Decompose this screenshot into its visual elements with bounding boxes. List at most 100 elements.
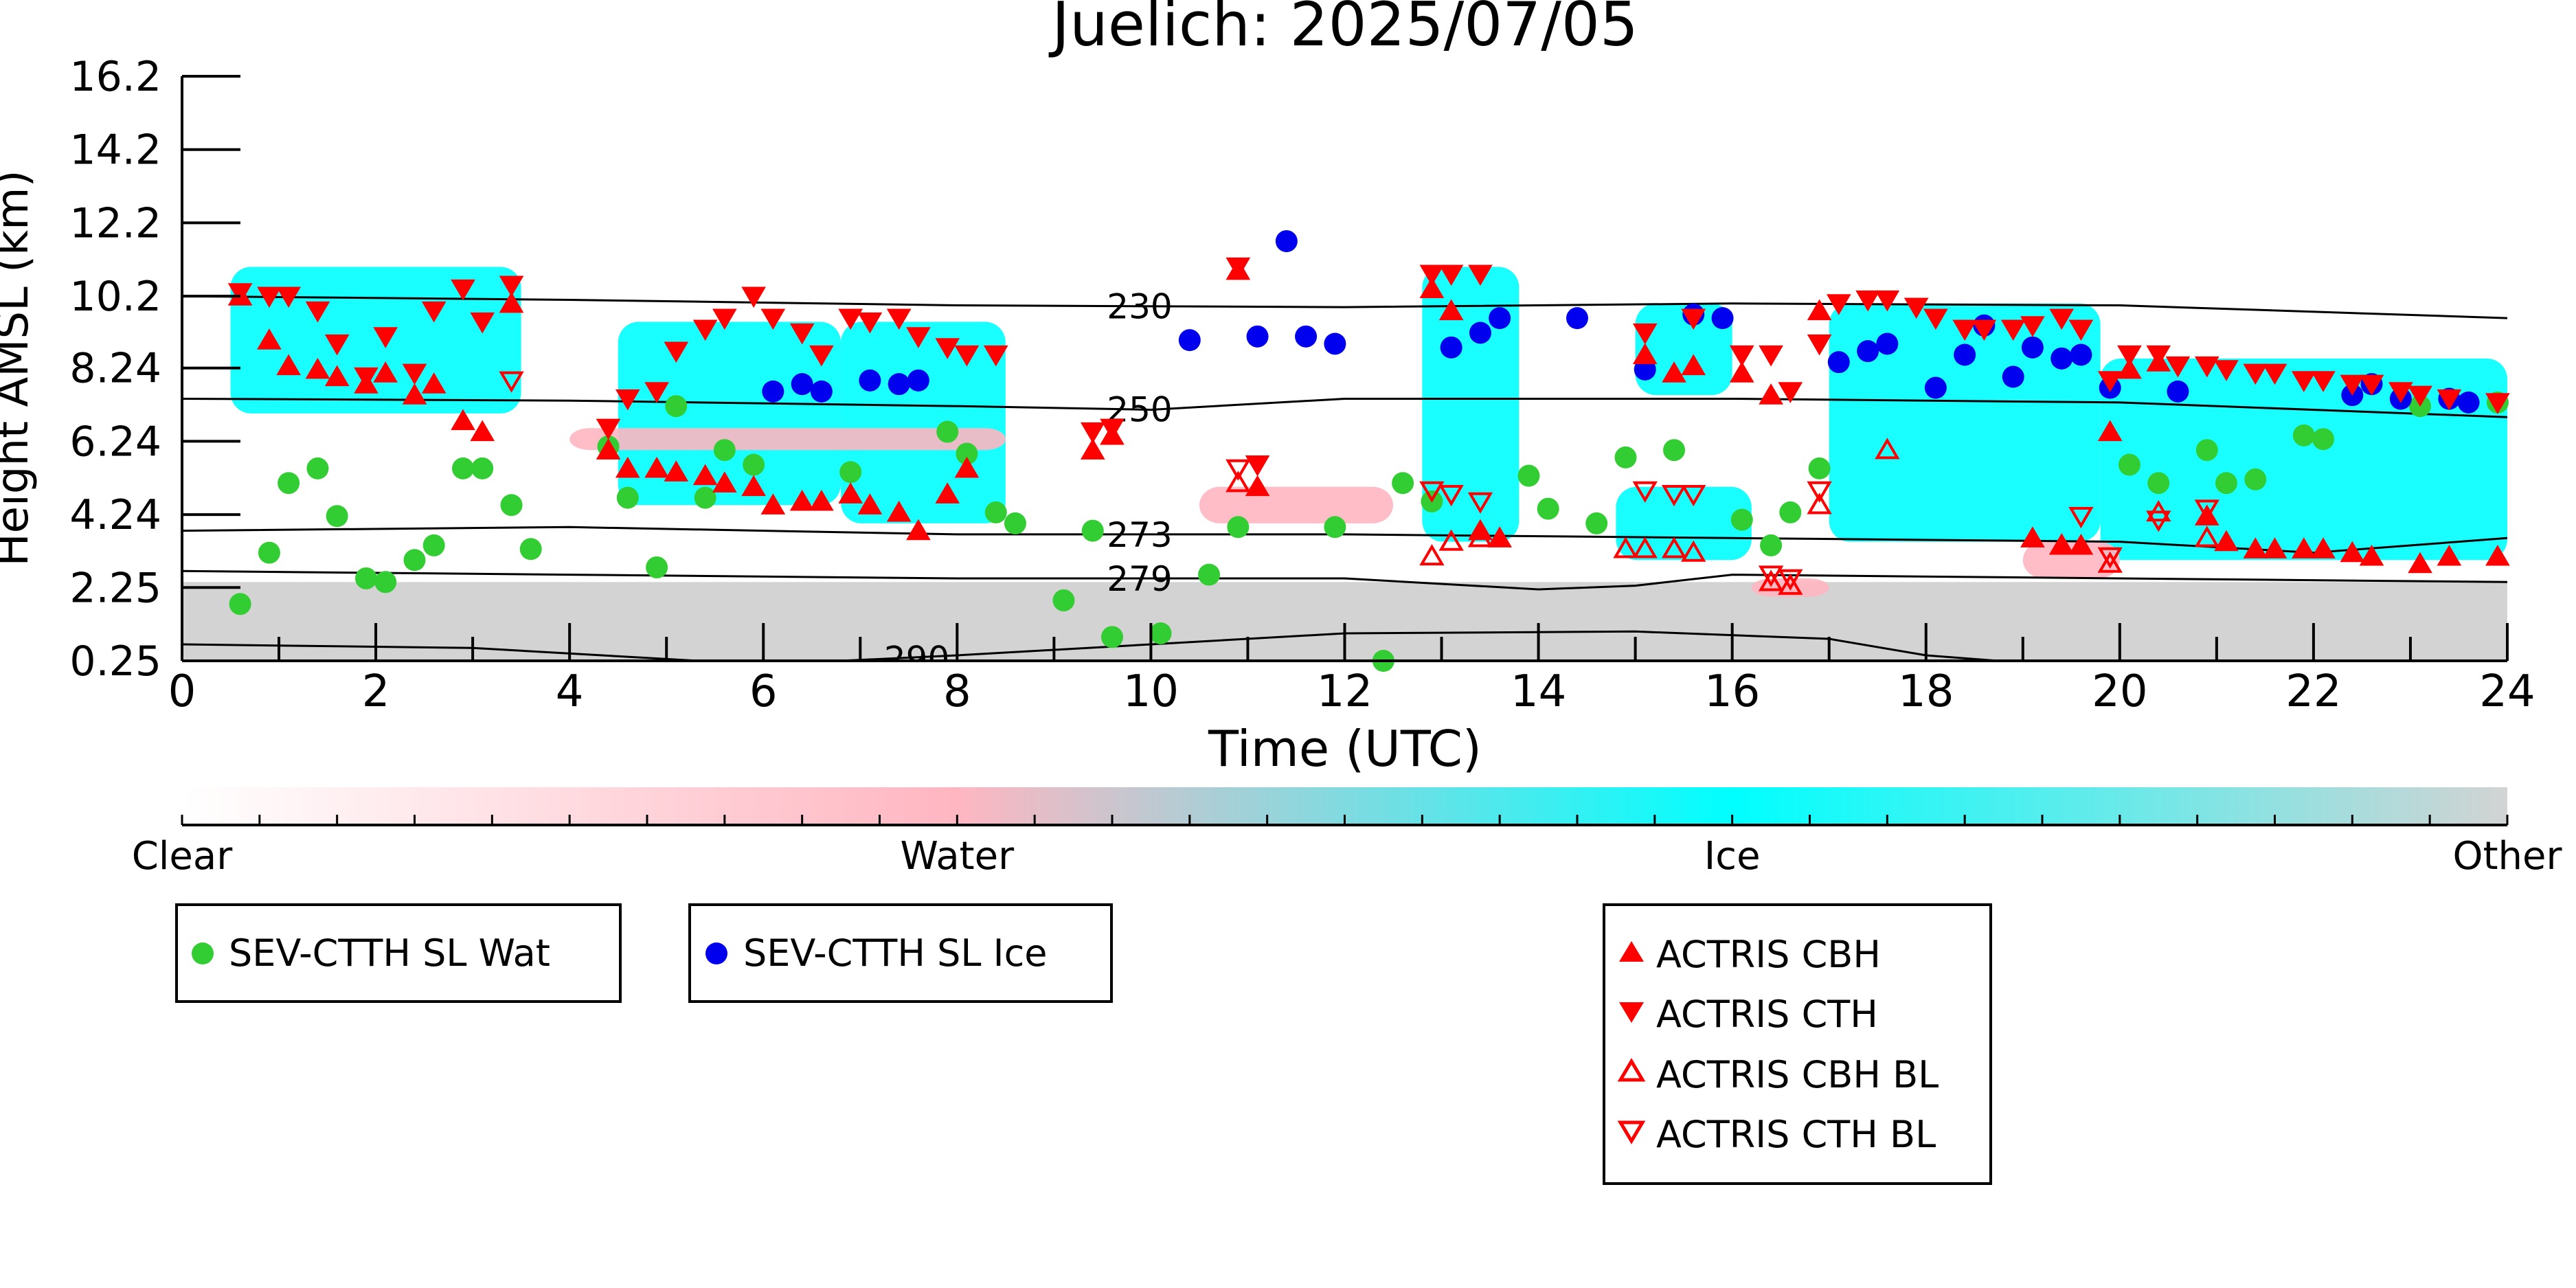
marker-actris-cbh xyxy=(692,464,718,486)
marker-sev-ctth-sl-wat xyxy=(258,541,280,564)
marker-actris-cth xyxy=(983,345,1008,367)
marker-actris-cth-bl xyxy=(1225,459,1251,481)
marker-actris-cbh xyxy=(451,409,475,431)
marker-sev-ctth-sl-ice xyxy=(1178,329,1201,352)
marker-sev-ctth-sl-wat xyxy=(1808,457,1831,479)
marker-actris-cth-bl xyxy=(1632,481,1658,503)
x-tick-label: 12 xyxy=(1317,666,1372,717)
marker-sev-ctth-sl-wat xyxy=(326,505,348,528)
marker-actris-cth xyxy=(1438,264,1464,286)
marker-actris-cbh xyxy=(857,493,883,515)
marker-actris-cbh xyxy=(2485,544,2510,566)
marker-actris-cbh xyxy=(1807,299,1832,321)
marker-actris-cbh xyxy=(257,328,282,350)
marker-actris-cth xyxy=(2097,371,2123,392)
marker-sev-ctth-sl-wat xyxy=(984,501,1007,523)
marker-sev-ctth-sl-wat xyxy=(2312,428,2335,451)
isotherm-line-279 xyxy=(182,569,2507,591)
marker-sev-ctth-sl-ice xyxy=(1857,340,1879,363)
marker-actris-cbh xyxy=(2311,537,2336,558)
marker-actris-cbh-bl xyxy=(1613,536,1638,558)
isotherm-line-290 xyxy=(182,630,2013,661)
marker-actris-cth xyxy=(227,283,253,304)
marker-sev-ctth-sl-wat xyxy=(956,442,978,465)
marker-sev-ctth-sl-ice xyxy=(1876,332,1899,355)
marker-actris-cbh-bl xyxy=(2194,526,2219,547)
marker-actris-cbh xyxy=(1419,277,1445,299)
marker-actris-cbh xyxy=(1632,343,1658,365)
marker-actris-cbh xyxy=(615,456,640,478)
marker-actris-cth xyxy=(324,334,350,356)
isotherm-line-250 xyxy=(182,398,2507,418)
marker-sev-ctth-sl-wat xyxy=(229,593,251,615)
marker-sev-ctth-sl-wat xyxy=(1663,439,1686,462)
legend-marker-cbh-bl xyxy=(1617,1058,1646,1082)
marker-actris-cth xyxy=(2243,363,2268,385)
marker-actris-cbh xyxy=(644,456,669,478)
marker-sev-ctth-sl-ice xyxy=(2167,380,2189,403)
marker-actris-cbh xyxy=(2340,541,2365,563)
isotherm-label-290: 290 xyxy=(884,640,949,679)
marker-actris-cth xyxy=(2165,356,2191,378)
marker-actris-cbh xyxy=(2359,544,2384,566)
cloud-region-ice xyxy=(230,267,521,414)
marker-actris-cbh xyxy=(470,420,495,442)
marker-actris-cbh xyxy=(906,519,931,541)
y-tick-label: 6.24 xyxy=(69,418,161,466)
marker-sev-ctth-sl-ice xyxy=(1827,351,1850,374)
marker-sev-ctth-sl-wat xyxy=(1517,464,1540,487)
marker-actris-cth xyxy=(712,308,737,330)
marker-actris-cth xyxy=(373,327,398,348)
cloud-region-water xyxy=(2022,541,2120,578)
marker-sev-ctth-sl-wat xyxy=(1779,501,1802,523)
marker-actris-cbh-bl xyxy=(1681,540,1706,562)
y-tick-label: 14.2 xyxy=(69,126,161,174)
marker-actris-cbh-bl xyxy=(1875,438,1900,460)
marker-actris-cth xyxy=(1855,290,1880,312)
marker-sev-ctth-sl-ice xyxy=(810,380,833,403)
isotherm-label-273: 273 xyxy=(1107,515,1172,555)
y-tick-label: 4.24 xyxy=(69,491,161,539)
marker-sev-ctth-sl-wat xyxy=(743,453,765,476)
marker-actris-cbh xyxy=(2408,552,2432,574)
marker-actris-cbh xyxy=(664,460,689,482)
marker-actris-cbh xyxy=(1438,299,1464,321)
marker-actris-cbh-bl xyxy=(1758,569,1784,591)
legend-label-cbh: ACTRIS CBH xyxy=(1656,933,1881,976)
legend-marker-cth xyxy=(1619,1002,1644,1023)
marker-actris-cth xyxy=(596,418,621,440)
marker-actris-cth xyxy=(615,389,640,411)
colorbar-labels: Clear Water Ice Other xyxy=(132,834,2563,879)
cloud-region-ice xyxy=(1616,486,1752,561)
marker-actris-cth xyxy=(451,279,475,301)
x-tick-label: 14 xyxy=(1511,666,1566,717)
marker-actris-cth xyxy=(1826,294,1851,315)
marker-actris-cth xyxy=(470,312,495,334)
isotherm-label-230: 230 xyxy=(1107,287,1172,327)
marker-sev-ctth-sl-wat xyxy=(616,486,639,509)
marker-sev-ctth-sl-wat xyxy=(1392,472,1414,495)
marker-actris-cth xyxy=(809,345,834,367)
marker-sev-ctth-sl-wat xyxy=(1004,512,1026,534)
marker-actris-cth-bl xyxy=(1661,485,1687,507)
marker-sev-ctth-sl-wat xyxy=(2118,453,2140,476)
cloud-region-ice xyxy=(1829,303,2101,542)
marker-actris-cth xyxy=(499,275,524,297)
marker-actris-cth xyxy=(2437,389,2462,411)
x-tick-label: 22 xyxy=(2285,666,2341,717)
legend-label-cbh-bl: ACTRIS CBH BL xyxy=(1656,1053,1939,1096)
marker-sev-ctth-sl-ice xyxy=(1324,332,1346,355)
marker-actris-cbh-bl xyxy=(1661,536,1687,558)
marker-sev-ctth-sl-ice xyxy=(2021,336,2044,359)
colorbar-label-other: Other xyxy=(2452,834,2562,879)
isotherm-line-230 xyxy=(182,295,2507,319)
marker-sev-ctth-sl-wat xyxy=(1101,626,1123,648)
marker-actris-cth xyxy=(1875,290,1900,312)
marker-sev-ctth-sl-ice xyxy=(2050,347,2073,370)
marker-actris-cth xyxy=(2262,363,2287,385)
marker-sev-ctth-sl-ice xyxy=(791,373,813,396)
marker-actris-cth xyxy=(644,382,669,403)
marker-sev-ctth-sl-wat xyxy=(1227,516,1250,539)
marker-actris-cth xyxy=(305,301,330,323)
